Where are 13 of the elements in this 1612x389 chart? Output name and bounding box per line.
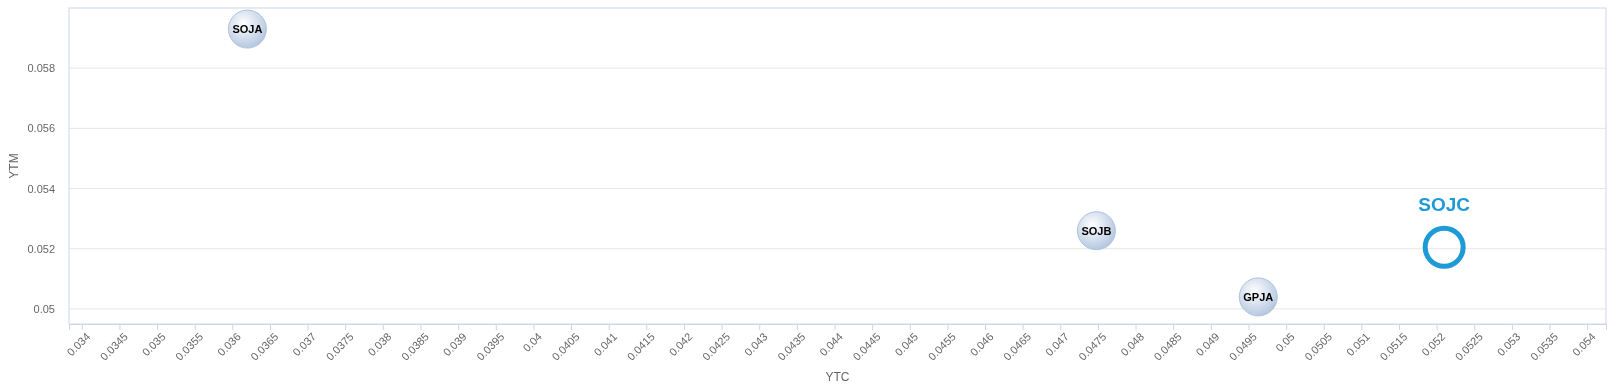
y-tick-label: 0.054 — [27, 182, 55, 195]
y-tick-label: 0.05 — [33, 302, 55, 315]
annotation: SOJC — [1418, 194, 1471, 216]
y-tick-label: 0.058 — [27, 62, 55, 75]
data-label: SOJA — [232, 23, 263, 36]
x-axis-title: YTC — [825, 370, 850, 384]
x-tick-label: 0.04 — [520, 330, 545, 354]
y-tick-label: 0.052 — [27, 242, 55, 255]
x-tick-label: 0.05 — [1273, 330, 1297, 354]
y-axis-title: YTM — [7, 153, 21, 179]
data-label: GPJA — [1243, 290, 1274, 303]
data-label: SOJB — [1081, 224, 1112, 237]
y-tick-label: 0.056 — [27, 122, 55, 135]
